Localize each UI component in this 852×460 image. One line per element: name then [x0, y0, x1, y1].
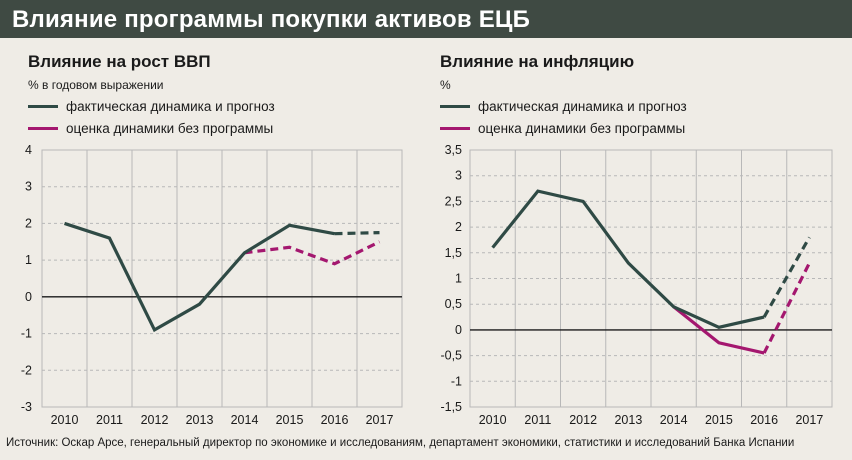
inflation-y-tick-label: 2: [455, 220, 462, 234]
inflation-legend-item-actual: фактическая динамика и прогноз: [440, 95, 687, 117]
gdp-y-tick-label: 0: [25, 290, 32, 304]
inflation-x-tick-label: 2015: [705, 413, 733, 427]
gdp-y-tick-label: -3: [21, 400, 32, 414]
inflation-y-tick-label: 3,5: [445, 143, 462, 157]
gdp-legend-label-actual: фактическая динамика и прогноз: [66, 98, 275, 114]
gdp-legend: фактическая динамика и прогноз оценка ди…: [28, 95, 275, 139]
inflation-y-tick-label: 2,5: [445, 194, 462, 208]
inflation-y-tick-label: -1: [451, 374, 462, 388]
inflation-y-tick-label: 1,5: [445, 246, 462, 260]
inflation-x-tick-label: 2012: [569, 413, 597, 427]
inflation-y-tick-label: -0,5: [440, 349, 462, 363]
inflation-chart-subtitle: %: [440, 78, 451, 92]
inflation-chart-title: Влияние на инфляцию: [440, 52, 635, 71]
gdp-legend-item-no-program: оценка динамики без программы: [28, 117, 275, 139]
inflation-legend: фактическая динамика и прогноз оценка ди…: [440, 95, 687, 139]
gdp-chart-subtitle: % в годовом выражении: [28, 78, 164, 92]
inflation-series-actual-line: [491, 189, 765, 330]
gdp-x-tick-label: 2015: [276, 413, 304, 427]
gdp-legend-swatch-actual: [28, 104, 58, 108]
inflation-y-tick-label: 3: [455, 169, 462, 183]
inflation-legend-label-actual: фактическая динамика и прогноз: [478, 98, 687, 114]
inflation-x-tick-label: 2016: [750, 413, 778, 427]
gdp-y-tick-label: 1: [25, 253, 32, 267]
inflation-x-tick-label: 2017: [795, 413, 823, 427]
gdp-y-tick-label: 2: [25, 216, 32, 230]
gdp-y-tick-label: 4: [25, 143, 32, 157]
gdp-series-actual-line: [64, 221, 335, 333]
gdp-x-tick-label: 2017: [366, 413, 394, 427]
gdp-series-no-program-forecast-line: [244, 240, 381, 266]
inflation-series-no-program-line: [672, 305, 765, 355]
gdp-legend-item-actual: фактическая динамика и прогноз: [28, 95, 275, 117]
inflation-legend-swatch-actual: [440, 104, 470, 108]
gdp-legend-swatch-no-program: [28, 126, 58, 130]
inflation-x-tick-label: 2014: [660, 413, 688, 427]
inflation-y-tick-label: 1: [455, 272, 462, 286]
gdp-legend-label-no-program: оценка динамики без программы: [66, 120, 274, 136]
inflation-x-tick-label: 2013: [614, 413, 642, 427]
inflation-series-no-program-forecast-line: [762, 262, 811, 354]
gdp-chart-title: Влияние на рост ВВП: [28, 52, 211, 71]
inflation-legend-label-no-program: оценка динамики без программы: [478, 120, 686, 136]
inflation-legend-swatch-no-program: [440, 126, 470, 130]
gdp-y-tick-label: 3: [25, 180, 32, 194]
gdp-x-tick-label: 2010: [51, 413, 79, 427]
gdp-x-tick-label: 2012: [141, 413, 169, 427]
header-bar: Влияние программы покупки активов ЕЦБ: [0, 0, 852, 38]
gdp-y-tick-label: -2: [21, 363, 32, 377]
source-note: Источник: Оскар Арсе, генеральный директ…: [6, 437, 795, 449]
inflation-y-tick-label: 0,5: [445, 297, 462, 311]
gdp-x-tick-label: 2014: [231, 413, 259, 427]
gdp-y-tick-label: -1: [21, 327, 32, 341]
gdp-x-tick-label: 2013: [186, 413, 214, 427]
gdp-x-tick-label: 2016: [321, 413, 349, 427]
gdp-x-tick-label: 2011: [96, 413, 123, 427]
gdp-series-actual-forecast-line: [334, 231, 380, 236]
inflation-y-tick-label: 0: [455, 323, 462, 337]
inflation-y-tick-label: -1,5: [440, 400, 462, 414]
inflation-legend-item-no-program: оценка динамики без программы: [440, 117, 687, 139]
inflation-x-tick-label: 2010: [479, 413, 507, 427]
inflation-series-actual-forecast-line: [762, 236, 811, 318]
inflation-x-tick-label: 2011: [524, 413, 551, 427]
page-title: Влияние программы покупки активов ЕЦБ: [12, 6, 531, 33]
